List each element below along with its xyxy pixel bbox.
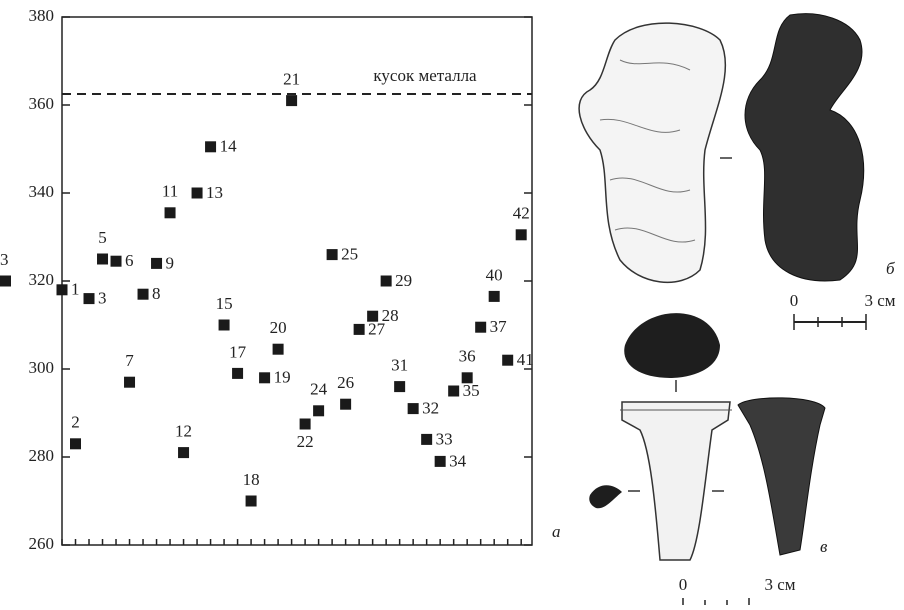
- point-label: 42: [513, 204, 530, 223]
- point: [56, 284, 68, 296]
- point: [110, 255, 122, 267]
- point: [205, 141, 217, 153]
- point: [326, 249, 338, 261]
- panel-label: б: [886, 259, 895, 278]
- point-label: 2: [71, 413, 80, 432]
- point: [299, 418, 311, 430]
- point-label: 29: [395, 271, 412, 290]
- point-label: 9: [166, 253, 175, 272]
- point-label: 6: [125, 251, 133, 270]
- point-label: 34: [449, 451, 467, 470]
- point-label: 25: [341, 245, 358, 264]
- point: [137, 288, 149, 300]
- point-label: 28: [382, 306, 399, 325]
- point: [218, 319, 230, 331]
- point: [232, 367, 244, 379]
- artifact-photo: [737, 397, 826, 556]
- point: [407, 403, 419, 415]
- y-tick-label: 300: [29, 358, 55, 377]
- scale-start: 0: [679, 575, 688, 594]
- point-label: 22: [297, 432, 314, 451]
- scale-start: 0: [790, 291, 799, 310]
- point: [286, 95, 298, 107]
- point-label: 43: [0, 250, 9, 269]
- y-tick-label: 380: [29, 6, 55, 25]
- scale-end: 3 см: [864, 291, 895, 310]
- point: [97, 253, 109, 265]
- point-label: 5: [98, 228, 107, 247]
- point-label: 8: [152, 284, 161, 303]
- point: [83, 293, 95, 305]
- point-label: 27: [368, 319, 386, 338]
- point-label: 3: [98, 289, 107, 308]
- point: [191, 187, 203, 199]
- point: [475, 321, 487, 333]
- y-tick-label: 360: [29, 94, 55, 113]
- point: [367, 310, 379, 322]
- scale-bar: [793, 314, 867, 330]
- point: [178, 447, 190, 459]
- point: [448, 385, 460, 397]
- panel-label: а: [552, 522, 561, 541]
- point: [502, 354, 514, 366]
- artifact-photo: [744, 13, 865, 282]
- point: [124, 376, 136, 388]
- y-tick-label: 340: [29, 182, 55, 201]
- y-tick-label: 280: [29, 446, 55, 465]
- artifact-drawing: [578, 22, 732, 283]
- point-label: 41: [517, 350, 534, 369]
- point-label: 11: [162, 182, 178, 201]
- point: [394, 381, 406, 393]
- point-label: 15: [216, 294, 233, 313]
- point: [0, 275, 11, 287]
- point-label: 21: [283, 70, 300, 89]
- point-label: 19: [274, 368, 291, 387]
- point: [164, 207, 176, 219]
- point-label: 18: [243, 470, 260, 489]
- point-label: 35: [463, 381, 480, 400]
- panel-label: в: [820, 537, 828, 556]
- y-tick-label: 260: [29, 534, 55, 553]
- point: [488, 290, 500, 302]
- point-label: 40: [486, 265, 503, 284]
- point-label: 33: [436, 429, 453, 448]
- artifact-drawing: [589, 313, 732, 561]
- point: [245, 495, 257, 507]
- point-label: 26: [337, 373, 354, 392]
- point: [515, 229, 527, 241]
- y-tick-label: 320: [29, 270, 55, 289]
- point: [421, 433, 433, 445]
- point: [353, 323, 365, 335]
- scale-bar: [682, 598, 750, 605]
- point-label: 1: [71, 280, 80, 299]
- scale-end: 3 см: [764, 575, 795, 594]
- point-label: 37: [490, 317, 508, 336]
- point-label: 31: [391, 356, 408, 375]
- point-label: 12: [175, 422, 192, 441]
- point: [434, 455, 446, 467]
- point: [461, 372, 473, 384]
- point-label: 32: [422, 399, 439, 418]
- point-label: 20: [270, 318, 287, 337]
- point: [272, 343, 284, 355]
- point: [259, 372, 271, 384]
- point-label: 14: [220, 137, 238, 156]
- point: [313, 405, 325, 417]
- point-label: 17: [229, 342, 247, 361]
- reference-label: кусок металла: [373, 66, 477, 85]
- point-label: 24: [310, 380, 328, 399]
- point: [340, 398, 352, 410]
- point-label: 36: [459, 347, 476, 366]
- point-label: 13: [206, 183, 223, 202]
- point-label: 7: [125, 351, 134, 370]
- point: [151, 257, 163, 269]
- point: [70, 438, 82, 450]
- point: [380, 275, 392, 287]
